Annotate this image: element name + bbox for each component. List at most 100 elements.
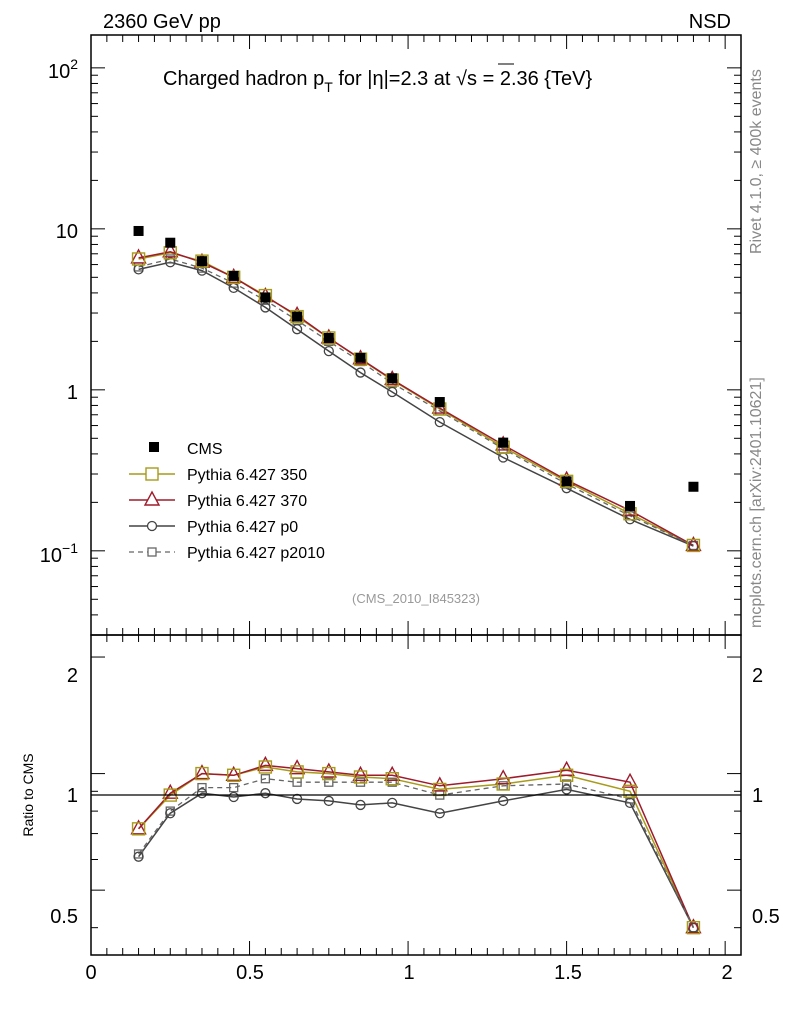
ratio-tick-label-1: 1 bbox=[67, 785, 78, 807]
y-tick-label-1: 1 bbox=[67, 382, 78, 404]
main-point-cms bbox=[260, 292, 271, 303]
main-point-cms bbox=[196, 256, 207, 267]
y-tick-label-10: 10 bbox=[56, 221, 78, 243]
ratio-point-350 bbox=[385, 772, 399, 786]
main-point-cms bbox=[625, 500, 636, 511]
main-point-p0 bbox=[355, 367, 366, 378]
main-point-350 bbox=[131, 252, 146, 266]
main-point-cms bbox=[355, 352, 366, 363]
main-point-p0 bbox=[434, 416, 445, 428]
main-point-370 bbox=[685, 535, 702, 552]
legend: CMS Pythia 6.427 350 Pythia 6.427 370 Py… bbox=[129, 441, 325, 562]
main-point-cms bbox=[434, 397, 445, 408]
legend-label-p0: Pythia 6.427 p0 bbox=[187, 519, 298, 536]
ratio-point-p2010 bbox=[387, 777, 397, 787]
ratio-point-370 bbox=[320, 762, 337, 778]
ratio-point-p2010 bbox=[197, 782, 207, 793]
main-point-cms bbox=[387, 373, 398, 384]
analysis-id: (CMS_2010_I845323) bbox=[352, 591, 480, 606]
ratio-point-370 bbox=[431, 776, 448, 792]
ratio-point-p0 bbox=[133, 851, 144, 862]
ratio-line-p0 bbox=[137, 788, 695, 929]
x-tick-label-1.5: 1.5 bbox=[554, 962, 582, 984]
ratio-point-p0 bbox=[323, 795, 334, 807]
main-point-350 bbox=[559, 474, 574, 489]
ratio-point-p0 bbox=[498, 795, 509, 807]
ratio-point-p2010 bbox=[355, 777, 366, 787]
ratio-point-350 bbox=[322, 766, 336, 781]
y-tick-label-0.1: 10−1 bbox=[40, 540, 78, 567]
ratio-point-370 bbox=[621, 772, 639, 788]
ratio-point-370 bbox=[130, 819, 147, 835]
ratio-point-370 bbox=[352, 765, 369, 781]
source-label: mcplots.cern.ch [arXiv:2401.10621] bbox=[748, 377, 765, 628]
main-point-cms bbox=[323, 332, 334, 343]
ratio-point-p2010 bbox=[561, 779, 572, 789]
main-point-370 bbox=[130, 248, 147, 264]
main-point-cms bbox=[498, 437, 509, 448]
ratio-point-350 bbox=[258, 760, 273, 774]
ratio-point-350 bbox=[496, 777, 510, 791]
ratio-point-370 bbox=[288, 759, 306, 775]
ratio-point-350 bbox=[623, 784, 637, 799]
main-point-p0 bbox=[260, 302, 271, 313]
ratio-series-lines bbox=[137, 764, 695, 929]
ratio-point-350 bbox=[559, 768, 574, 782]
legend-marker-p0 bbox=[146, 520, 158, 532]
ratio-point-p0 bbox=[387, 797, 398, 809]
ratio-point-370 bbox=[257, 755, 274, 772]
ratio-point-p2010 bbox=[324, 777, 334, 787]
main-point-p0 bbox=[323, 345, 334, 357]
x-tick-label-2: 2 bbox=[721, 962, 732, 984]
ratio-tick-label-0.5: 0.5 bbox=[50, 906, 78, 928]
ratio-point-p0 bbox=[196, 788, 208, 799]
main-point-350 bbox=[686, 538, 701, 553]
ratio-point-370 bbox=[384, 765, 401, 781]
ratio-point-p0 bbox=[624, 797, 636, 809]
y-tick-label-100: 102 bbox=[48, 56, 78, 83]
main-point-p0 bbox=[291, 324, 303, 335]
main-point-p0 bbox=[165, 257, 176, 268]
ratio-point-370 bbox=[162, 783, 179, 799]
legend-label-cms: CMS bbox=[187, 441, 223, 458]
ratio-point-p0 bbox=[355, 799, 366, 811]
ratio-y-axis bbox=[91, 656, 741, 929]
ratio-point-350 bbox=[131, 822, 146, 836]
ratio-point-p2010 bbox=[260, 774, 271, 784]
ratio-point-370 bbox=[685, 918, 702, 934]
x-tick-label-1: 1 bbox=[403, 962, 414, 984]
ratio-tick-label-right-1: 1 bbox=[752, 785, 763, 807]
ratio-point-p0 bbox=[228, 791, 239, 803]
ratio-point-p2010 bbox=[229, 782, 239, 793]
main-point-cms bbox=[165, 237, 176, 248]
legend-marker-cms bbox=[149, 442, 159, 452]
legend-marker-370 bbox=[143, 490, 161, 506]
main-point-p0 bbox=[387, 386, 398, 398]
ratio-y-label: Ratio to CMS bbox=[20, 753, 36, 836]
x-tick-label-0: 0 bbox=[85, 962, 96, 984]
ratio-point-350 bbox=[353, 770, 368, 784]
x-axis bbox=[90, 35, 726, 955]
header-right: NSD bbox=[689, 11, 731, 33]
ratio-point-350 bbox=[226, 768, 241, 782]
main-point-cms bbox=[688, 481, 699, 492]
main-point-cms bbox=[228, 270, 239, 281]
ratio-tick-label-right-0.5: 0.5 bbox=[752, 906, 780, 928]
ratio-point-370 bbox=[225, 765, 242, 781]
legend-label-370: Pythia 6.427 370 bbox=[187, 493, 307, 510]
main-point-p2010 bbox=[133, 262, 144, 272]
ratio-line-350 bbox=[138, 766, 695, 929]
legend-marker-p2010 bbox=[147, 547, 157, 557]
ratio-series-markers bbox=[130, 755, 702, 935]
main-point-350 bbox=[195, 254, 209, 268]
main-point-370 bbox=[162, 242, 179, 258]
main-line-p2010 bbox=[138, 258, 694, 546]
main-point-cms bbox=[561, 476, 572, 487]
main-point-350 bbox=[290, 309, 304, 324]
ratio-point-370 bbox=[495, 769, 512, 785]
ratio-point-350 bbox=[290, 765, 304, 779]
ratio-point-350 bbox=[195, 766, 209, 781]
ratio-point-p0 bbox=[434, 808, 445, 819]
ratio-line-p2010 bbox=[138, 778, 694, 928]
ratio-point-370 bbox=[193, 764, 211, 780]
